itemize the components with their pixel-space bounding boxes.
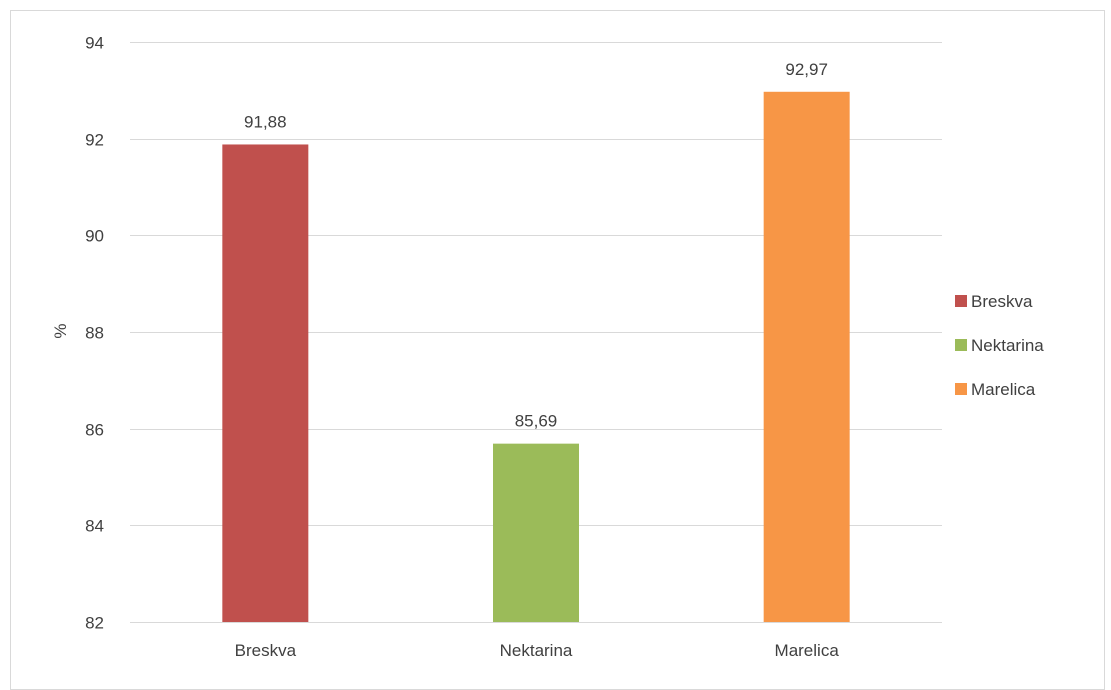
data-label: 91,88 (244, 112, 287, 131)
y-tick-label: 88 (85, 324, 104, 343)
x-axis-ticks: Breskva Nektarina Marelica (235, 641, 840, 660)
legend: Breskva Nektarina Marelica (955, 292, 1044, 399)
legend-label: Marelica (971, 380, 1036, 399)
bar-marelica (763, 91, 850, 623)
bars (222, 91, 850, 623)
bar-nektarina (493, 443, 579, 622)
legend-swatch (955, 383, 967, 395)
bar-breskva (222, 144, 309, 622)
y-tick-label: 82 (85, 614, 104, 633)
legend-swatch (955, 295, 967, 307)
legend-label: Nektarina (971, 336, 1044, 355)
y-tick-label: 92 (85, 131, 104, 150)
x-tick-label: Nektarina (500, 641, 573, 660)
y-tick-label: 84 (85, 517, 104, 536)
y-tick-label: 94 (85, 34, 104, 53)
x-tick-label: Marelica (775, 641, 840, 660)
data-label: 85,69 (515, 412, 558, 431)
y-axis-label: % (51, 323, 70, 338)
y-tick-label: 90 (85, 227, 104, 246)
data-labels: 91,88 85,69 92,97 (244, 60, 828, 431)
data-label: 92,97 (785, 60, 828, 79)
legend-swatch (955, 339, 967, 351)
y-axis-ticks: 82 84 86 88 90 92 94 (85, 34, 104, 633)
x-tick-label: Breskva (235, 641, 297, 660)
y-tick-label: 86 (85, 421, 104, 440)
bar-chart: 82 84 86 88 90 92 94 91,88 85,69 92,97 Breskva Ne… (51, 34, 1044, 661)
legend-label: Breskva (971, 292, 1033, 311)
